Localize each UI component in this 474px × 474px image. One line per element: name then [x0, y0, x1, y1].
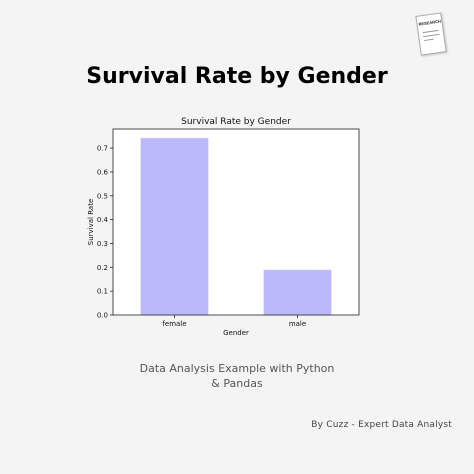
y-tick-label: 0.1: [97, 288, 108, 296]
author-byline: By Cuzz - Expert Data Analyst: [311, 420, 452, 430]
bar-male: [263, 269, 332, 316]
research-paper-label: RESEARCH: [418, 18, 442, 27]
chart-caption: Data Analysis Example with Python & Pand…: [139, 362, 335, 390]
y-tick-label: 0.6: [97, 168, 109, 176]
y-tick-label: 0.7: [97, 145, 108, 153]
x-axis-label: Gender: [223, 329, 249, 337]
y-tick-label: 0.2: [97, 264, 108, 272]
x-tick-label-female: female: [162, 320, 186, 328]
x-tick-label-male: male: [289, 320, 306, 328]
y-tick-label: 0.5: [97, 192, 108, 200]
bar-female: [140, 137, 209, 316]
chart-title: Survival Rate by Gender: [181, 117, 291, 127]
page-headline: Survival Rate by Gender: [86, 64, 388, 89]
y-tick-label: 0.4: [97, 216, 109, 224]
y-tick-label: 0.3: [97, 240, 108, 248]
y-tick-label: 0.0: [97, 312, 108, 320]
research-paper-icon: RESEARCH: [415, 12, 447, 56]
plot-frame: [112, 128, 360, 316]
y-axis-label: Survival Rate: [87, 199, 95, 246]
